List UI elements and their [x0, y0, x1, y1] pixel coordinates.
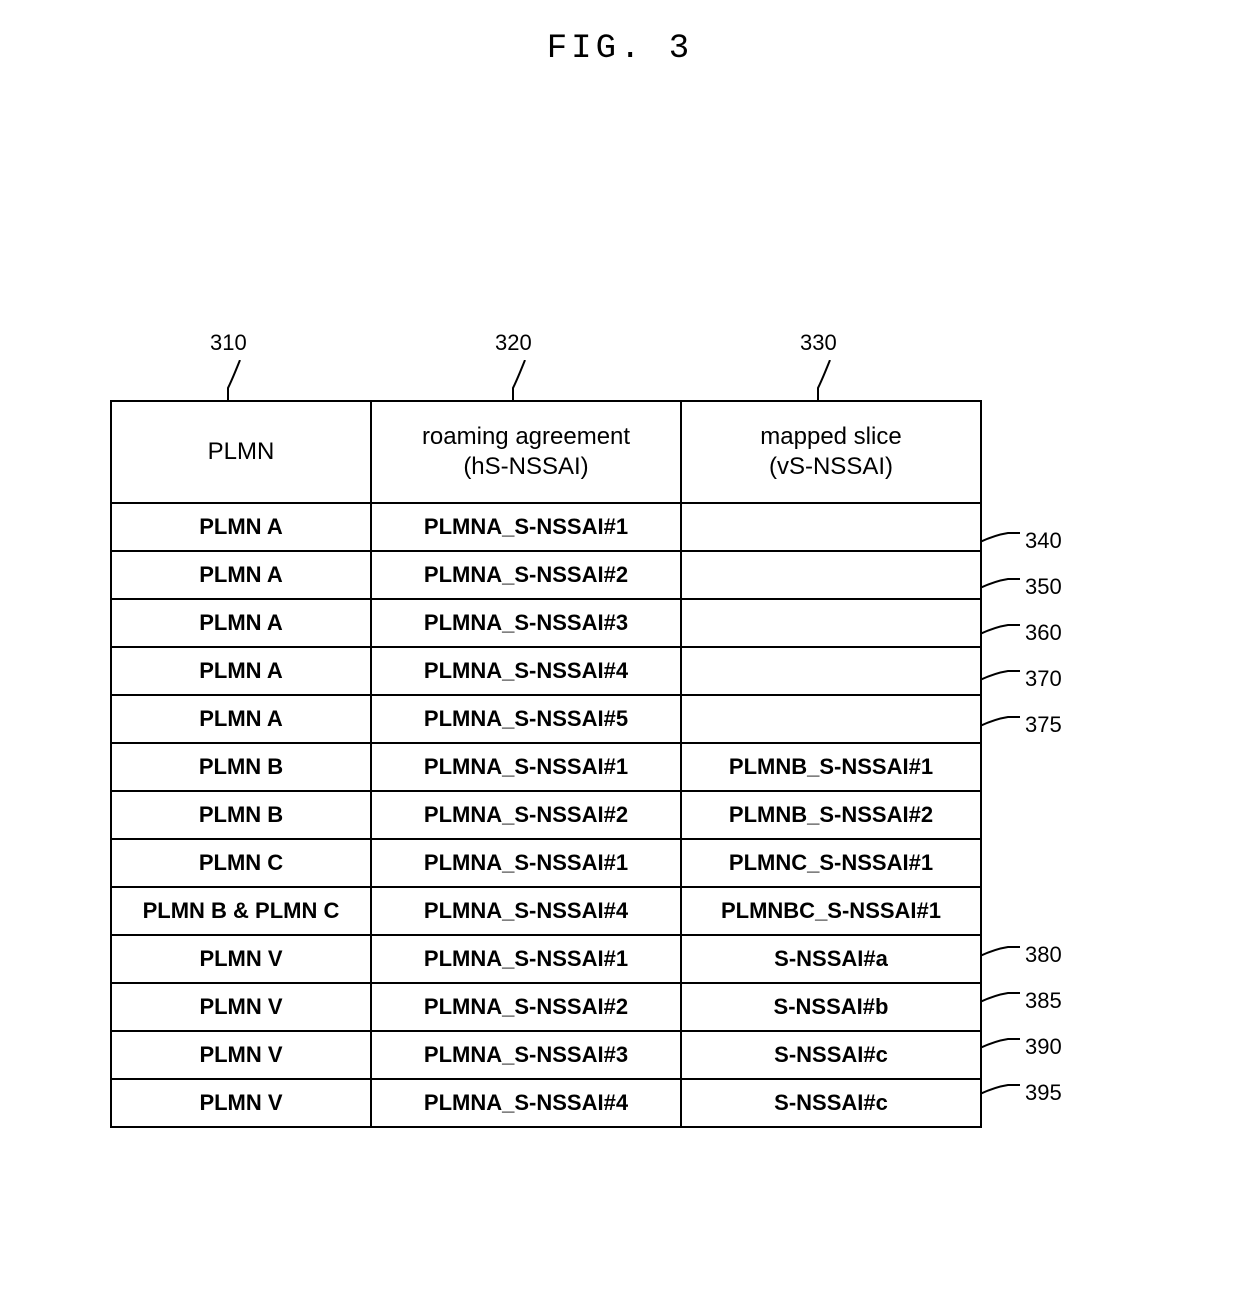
row-callout-tick-icon — [980, 1079, 1020, 1109]
figure-title: FIG. 3 — [0, 30, 1240, 68]
row-callout-tick-icon — [980, 665, 1020, 695]
cell-vs — [681, 647, 981, 695]
figure-canvas: FIG. 3 PLMN roaming agreement(hS-NSSAI) … — [0, 0, 1240, 1297]
table-row: PLMN APLMNA_S-NSSAI#5 — [111, 695, 981, 743]
cell-hs: PLMNA_S-NSSAI#5 — [371, 695, 681, 743]
cell-plmn: PLMN V — [111, 983, 371, 1031]
cell-vs: PLMNB_S-NSSAI#2 — [681, 791, 981, 839]
cell-hs: PLMNA_S-NSSAI#3 — [371, 599, 681, 647]
cell-plmn: PLMN C — [111, 839, 371, 887]
column-callout-330: 330 — [800, 330, 837, 356]
cell-vs — [681, 503, 981, 551]
cell-plmn: PLMN A — [111, 695, 371, 743]
row-callout-tick-icon — [980, 1033, 1020, 1063]
cell-plmn: PLMN B & PLMN C — [111, 887, 371, 935]
cell-plmn: PLMN B — [111, 791, 371, 839]
table-row: PLMN VPLMNA_S-NSSAI#2S-NSSAI#b — [111, 983, 981, 1031]
cell-hs: PLMNA_S-NSSAI#4 — [371, 647, 681, 695]
row-callout: 360 — [1025, 620, 1062, 646]
table-row: PLMN BPLMNA_S-NSSAI#2PLMNB_S-NSSAI#2 — [111, 791, 981, 839]
cell-plmn: PLMN V — [111, 1079, 371, 1127]
cell-hs: PLMNA_S-NSSAI#1 — [371, 503, 681, 551]
cell-vs: S-NSSAI#c — [681, 1079, 981, 1127]
cell-vs: PLMNB_S-NSSAI#1 — [681, 743, 981, 791]
table-row: PLMN BPLMNA_S-NSSAI#1PLMNB_S-NSSAI#1 — [111, 743, 981, 791]
table-row: PLMN VPLMNA_S-NSSAI#1S-NSSAI#a — [111, 935, 981, 983]
cell-vs: PLMNC_S-NSSAI#1 — [681, 839, 981, 887]
column-callout-tick-icon — [810, 360, 850, 400]
header-roaming-agreement: roaming agreement(hS-NSSAI) — [371, 401, 681, 503]
column-callout-tick-icon — [220, 360, 260, 400]
row-callout-tick-icon — [980, 941, 1020, 971]
header-plmn: PLMN — [111, 401, 371, 503]
table-row: PLMN VPLMNA_S-NSSAI#3S-NSSAI#c — [111, 1031, 981, 1079]
row-callout-tick-icon — [980, 573, 1020, 603]
cell-hs: PLMNA_S-NSSAI#4 — [371, 1079, 681, 1127]
row-callout-tick-icon — [980, 619, 1020, 649]
cell-hs: PLMNA_S-NSSAI#4 — [371, 887, 681, 935]
table-header-row: PLMN roaming agreement(hS-NSSAI) mapped … — [111, 401, 981, 503]
table-row: PLMN APLMNA_S-NSSAI#2 — [111, 551, 981, 599]
table-row: PLMN VPLMNA_S-NSSAI#4S-NSSAI#c — [111, 1079, 981, 1127]
row-callout: 375 — [1025, 712, 1062, 738]
cell-plmn: PLMN A — [111, 599, 371, 647]
row-callout: 370 — [1025, 666, 1062, 692]
cell-plmn: PLMN A — [111, 647, 371, 695]
table-row: PLMN APLMNA_S-NSSAI#4 — [111, 647, 981, 695]
cell-hs: PLMNA_S-NSSAI#1 — [371, 839, 681, 887]
header-mapped-slice: mapped slice(vS-NSSAI) — [681, 401, 981, 503]
cell-vs: PLMNBC_S-NSSAI#1 — [681, 887, 981, 935]
cell-vs — [681, 551, 981, 599]
table-row: PLMN APLMNA_S-NSSAI#3 — [111, 599, 981, 647]
cell-hs: PLMNA_S-NSSAI#2 — [371, 551, 681, 599]
cell-hs: PLMNA_S-NSSAI#1 — [371, 743, 681, 791]
cell-hs: PLMNA_S-NSSAI#1 — [371, 935, 681, 983]
row-callout: 390 — [1025, 1034, 1062, 1060]
row-callout: 395 — [1025, 1080, 1062, 1106]
cell-vs: S-NSSAI#c — [681, 1031, 981, 1079]
column-callout-320: 320 — [495, 330, 532, 356]
row-callout: 385 — [1025, 988, 1062, 1014]
table-row: PLMN APLMNA_S-NSSAI#1 — [111, 503, 981, 551]
table-row: PLMN B & PLMN CPLMNA_S-NSSAI#4PLMNBC_S-N… — [111, 887, 981, 935]
plmn-slice-table: PLMN roaming agreement(hS-NSSAI) mapped … — [110, 400, 982, 1128]
cell-vs — [681, 599, 981, 647]
cell-vs: S-NSSAI#b — [681, 983, 981, 1031]
row-callout: 350 — [1025, 574, 1062, 600]
column-callout-310: 310 — [210, 330, 247, 356]
cell-plmn: PLMN A — [111, 503, 371, 551]
row-callout-tick-icon — [980, 987, 1020, 1017]
cell-plmn: PLMN V — [111, 1031, 371, 1079]
cell-hs: PLMNA_S-NSSAI#3 — [371, 1031, 681, 1079]
table-row: PLMN CPLMNA_S-NSSAI#1PLMNC_S-NSSAI#1 — [111, 839, 981, 887]
row-callout: 380 — [1025, 942, 1062, 968]
column-callout-tick-icon — [505, 360, 545, 400]
cell-plmn: PLMN V — [111, 935, 371, 983]
cell-vs: S-NSSAI#a — [681, 935, 981, 983]
row-callout-tick-icon — [980, 527, 1020, 557]
table-container: PLMN roaming agreement(hS-NSSAI) mapped … — [110, 400, 980, 1128]
cell-hs: PLMNA_S-NSSAI#2 — [371, 983, 681, 1031]
table-body: PLMN APLMNA_S-NSSAI#1 PLMN APLMNA_S-NSSA… — [111, 503, 981, 1127]
row-callout-tick-icon — [980, 711, 1020, 741]
cell-plmn: PLMN A — [111, 551, 371, 599]
cell-plmn: PLMN B — [111, 743, 371, 791]
cell-hs: PLMNA_S-NSSAI#2 — [371, 791, 681, 839]
row-callout: 340 — [1025, 528, 1062, 554]
cell-vs — [681, 695, 981, 743]
